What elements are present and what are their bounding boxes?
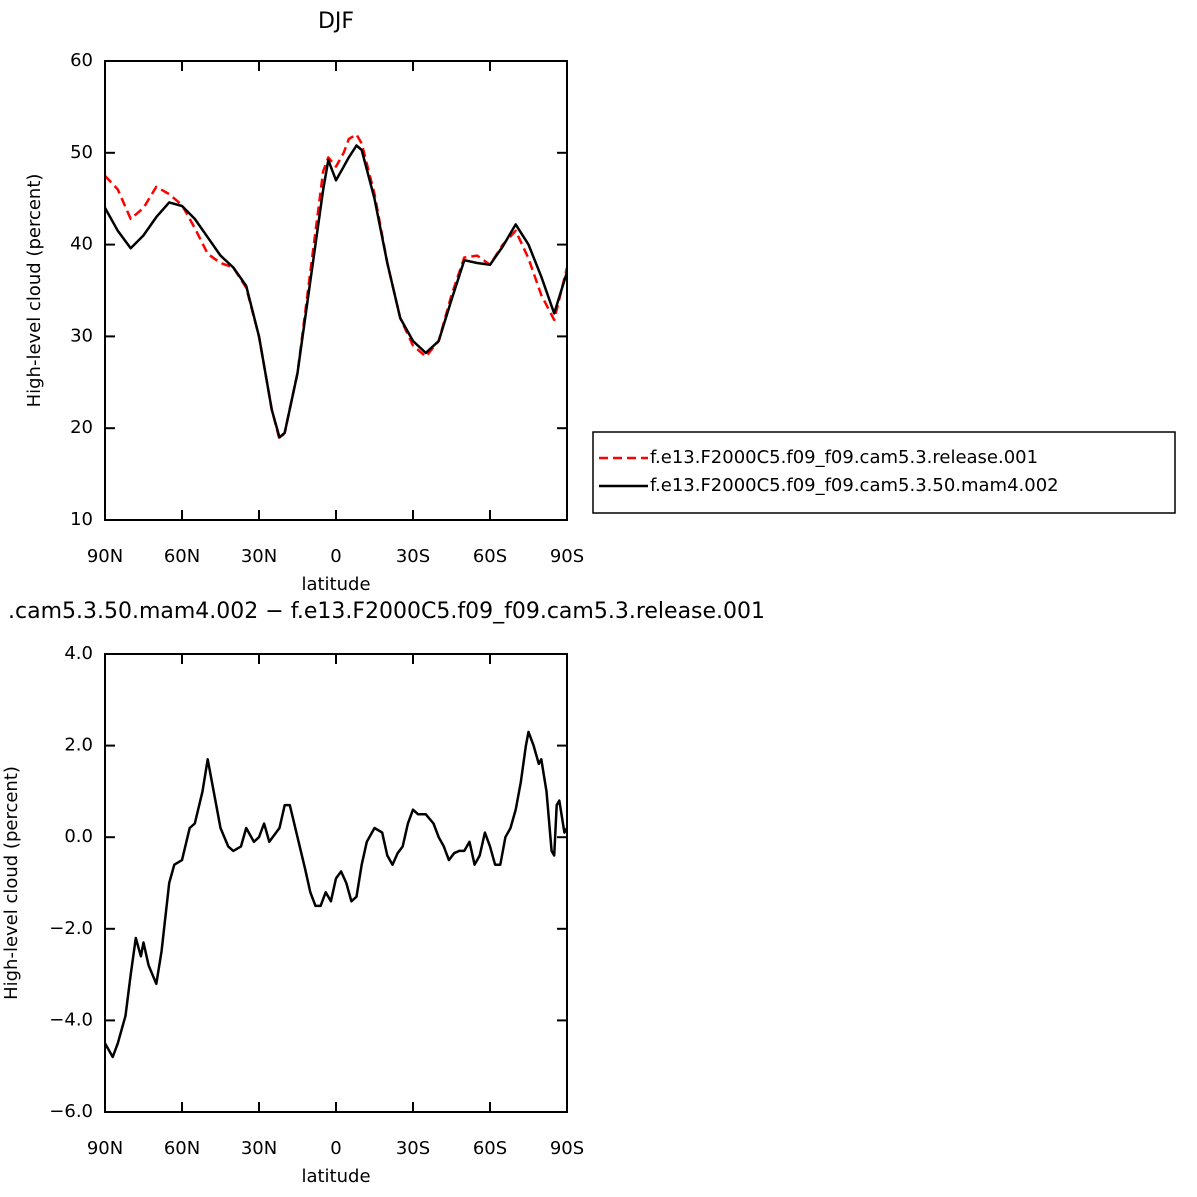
- y-tick-label: −6.0: [49, 1101, 93, 1122]
- x-tick-label: 60N: [164, 546, 200, 567]
- chart-title: DJF: [318, 9, 354, 34]
- y-tick-label: 20: [70, 417, 93, 438]
- y-axis-label: High-level cloud (percent): [24, 174, 45, 408]
- chart-title: .cam5.3.50.mam4.002 − f.e13.F2000C5.f09_…: [8, 599, 765, 624]
- x-tick-label: 30S: [396, 1138, 430, 1159]
- data-line: [103, 730, 569, 1059]
- x-tick-label: 60N: [164, 1138, 200, 1159]
- x-tick-label: 90S: [550, 1138, 584, 1159]
- y-tick-label: 50: [70, 142, 93, 163]
- x-tick-label: 90N: [87, 546, 123, 567]
- y-tick-label: 40: [70, 234, 93, 255]
- x-tick-label: 60S: [473, 1138, 507, 1159]
- clip-group: High-level cloud (percent): [1, 766, 22, 1000]
- y-tick-label: 2.0: [64, 735, 93, 756]
- x-tick-label: 30S: [396, 546, 430, 567]
- x-tick-label: 90S: [550, 546, 584, 567]
- y-tick-label: −2.0: [49, 918, 93, 939]
- x-tick-label: 30N: [241, 1138, 277, 1159]
- x-tick-label: 0: [330, 1138, 341, 1159]
- plot-frame: [104, 60, 568, 521]
- x-axis-label: latitude: [301, 574, 370, 595]
- x-tick-label: 0: [330, 546, 341, 567]
- y-tick-label: 30: [70, 325, 93, 346]
- data-line: [103, 144, 569, 439]
- x-axis-label: latitude: [301, 1166, 370, 1187]
- y-tick-label: 0.0: [64, 826, 93, 847]
- legend-label: f.e13.F2000C5.f09_f09.cam5.3.release.001: [650, 447, 1038, 468]
- x-tick-label: 30N: [241, 546, 277, 567]
- y-tick-label: 4.0: [64, 643, 93, 664]
- data-line: [104, 133, 569, 441]
- y-axis-label: High-level cloud (percent): [1, 766, 22, 1000]
- legend-box: [592, 431, 1176, 514]
- x-tick-label: 60S: [473, 546, 507, 567]
- y-tick-label: 60: [70, 50, 93, 71]
- x-tick-label: 90N: [87, 1138, 123, 1159]
- y-tick-label: 10: [70, 509, 93, 530]
- y-tick-label: −4.0: [49, 1009, 93, 1030]
- legend-label: f.e13.F2000C5.f09_f09.cam5.3.50.mam4.002: [650, 475, 1059, 496]
